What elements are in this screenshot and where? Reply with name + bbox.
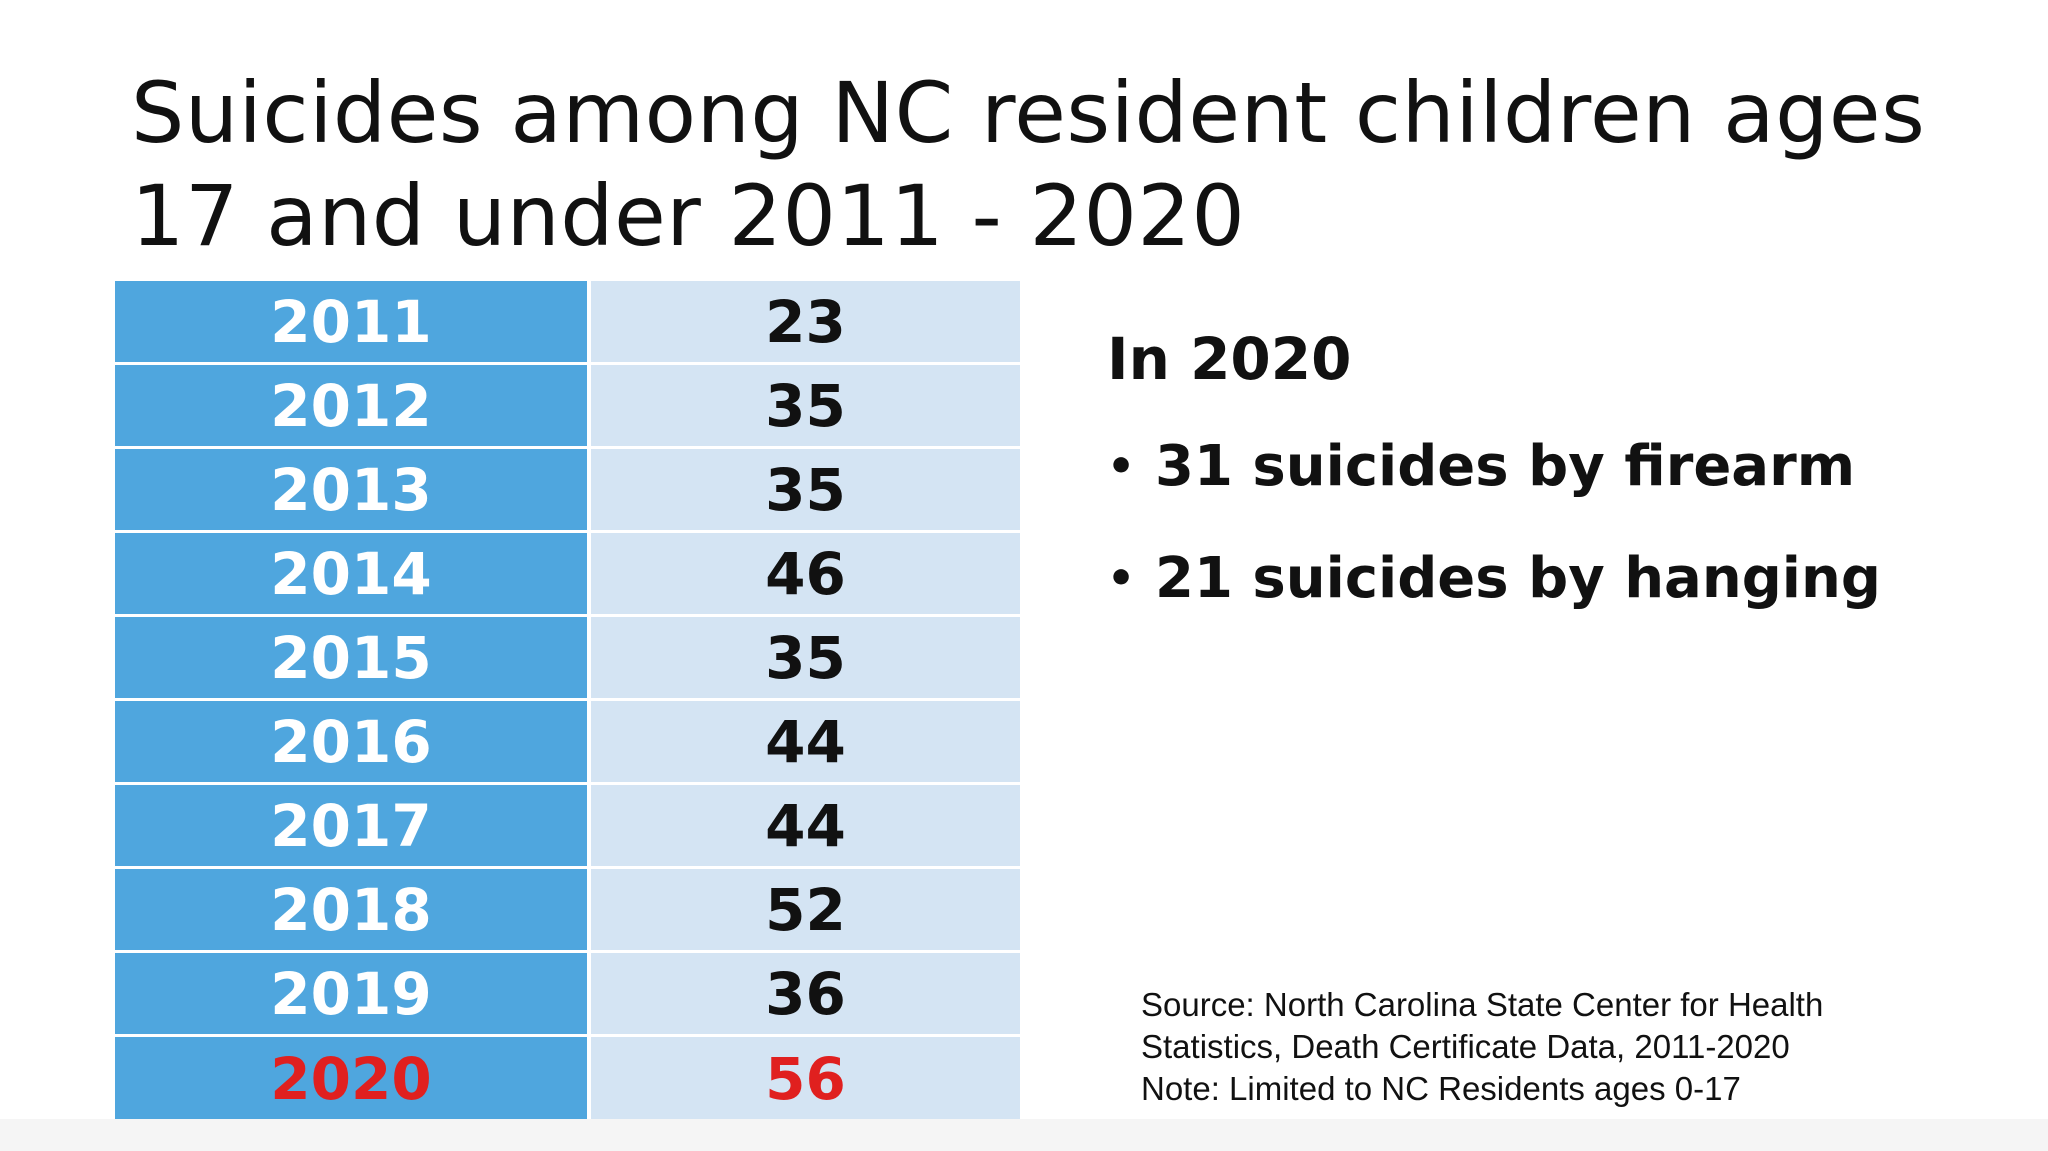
table-row: 2012 35	[115, 365, 1020, 449]
table-row: 2015 35	[115, 617, 1020, 701]
bullet-icon: •	[1107, 441, 1136, 492]
year-cell: 2019	[115, 953, 591, 1034]
table-row: 2014 46	[115, 533, 1020, 617]
year-cell: 2011	[115, 281, 591, 362]
bullet-item: • 31 suicides by firearm	[1107, 430, 1881, 504]
bullet-text: 21 suicides by hanging	[1155, 546, 1881, 611]
year-cell: 2013	[115, 449, 591, 530]
year-cell: 2018	[115, 869, 591, 950]
count-cell: 44	[591, 701, 1020, 782]
year-cell: 2016	[115, 701, 591, 782]
source-note: Source: North Carolina State Center for …	[1141, 984, 1823, 1110]
table-row: 2013 35	[115, 449, 1020, 533]
count-cell: 35	[591, 617, 1020, 698]
source-line: Statistics, Death Certificate Data, 2011…	[1141, 1028, 1790, 1065]
count-cell: 52	[591, 869, 1020, 950]
table-row: 2019 36	[115, 953, 1020, 1037]
count-cell: 36	[591, 953, 1020, 1034]
slide-title: Suicides among NC resident children ages…	[131, 64, 1926, 265]
summary-heading: In 2020	[1107, 325, 1352, 393]
suicides-table: 2011 23 2012 35 2013 35 2014 46 2015 35 …	[115, 281, 1020, 1121]
table-row: 2017 44	[115, 785, 1020, 869]
bullet-text: 31 suicides by firearm	[1155, 434, 1856, 499]
bottom-bar	[0, 1119, 2048, 1151]
year-cell: 2015	[115, 617, 591, 698]
count-cell: 46	[591, 533, 1020, 614]
year-cell: 2020	[115, 1037, 591, 1121]
table-row-highlighted: 2020 56	[115, 1037, 1020, 1121]
count-cell: 23	[591, 281, 1020, 362]
source-line: Source: North Carolina State Center for …	[1141, 986, 1824, 1023]
in-2020-summary: In 2020 • 31 suicides by firearm • 21 su…	[1107, 322, 1881, 654]
table-row: 2011 23	[115, 281, 1020, 365]
count-cell: 56	[591, 1037, 1020, 1121]
count-cell: 44	[591, 785, 1020, 866]
bullet-icon: •	[1107, 553, 1136, 604]
note-line: Note: Limited to NC Residents ages 0-17	[1141, 1070, 1741, 1107]
year-cell: 2014	[115, 533, 591, 614]
count-cell: 35	[591, 449, 1020, 530]
year-cell: 2017	[115, 785, 591, 866]
table-row: 2018 52	[115, 869, 1020, 953]
count-cell: 35	[591, 365, 1020, 446]
year-cell: 2012	[115, 365, 591, 446]
table-row: 2016 44	[115, 701, 1020, 785]
bullet-item: • 21 suicides by hanging	[1107, 542, 1881, 616]
